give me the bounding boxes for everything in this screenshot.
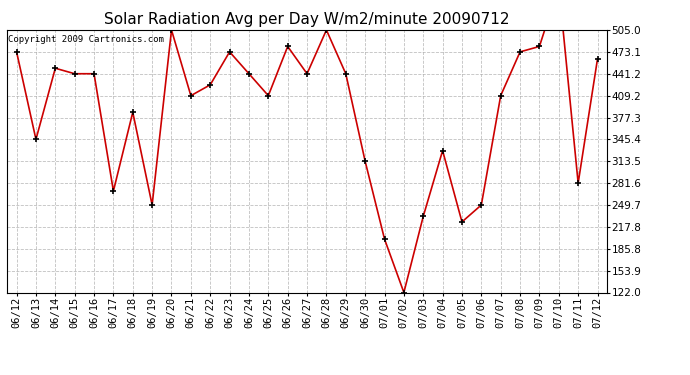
Text: Copyright 2009 Cartronics.com: Copyright 2009 Cartronics.com [8, 35, 164, 44]
Title: Solar Radiation Avg per Day W/m2/minute 20090712: Solar Radiation Avg per Day W/m2/minute … [104, 12, 510, 27]
